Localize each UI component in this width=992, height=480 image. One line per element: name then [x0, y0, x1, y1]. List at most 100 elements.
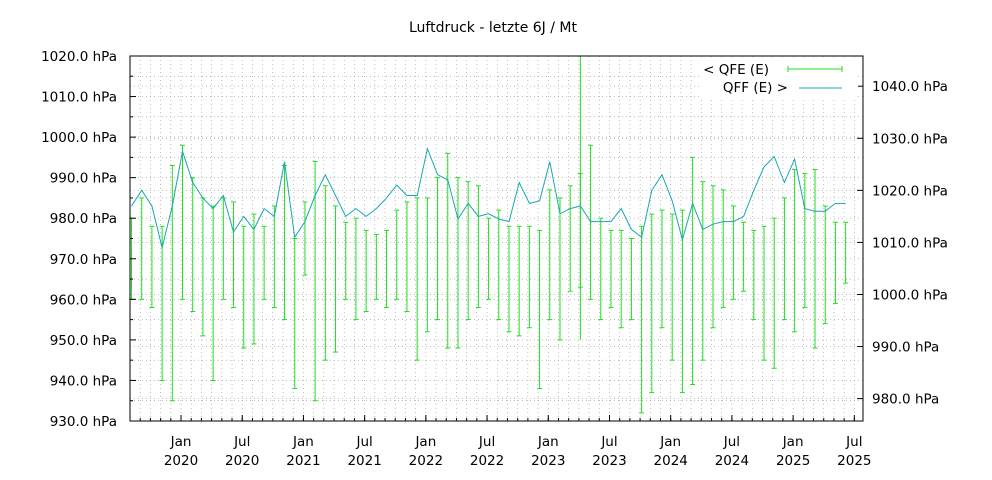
left-tick-label: 980.0 hPa	[50, 211, 117, 227]
x-tick-label-month: Jul	[723, 434, 740, 450]
left-tick-label: 990.0 hPa	[50, 171, 117, 187]
x-tick-label-year: 2025	[837, 453, 871, 469]
left-tick-label: 1020.0 hPa	[41, 49, 117, 65]
qfe-error-bar	[588, 144, 594, 300]
qfe-error-bar	[414, 197, 420, 361]
x-tick-label-year: 2024	[715, 453, 749, 469]
qfe-error-bar	[822, 205, 828, 325]
qfe-error-bar	[404, 201, 410, 312]
qfe-error-bar	[832, 221, 838, 304]
left-tick-label: 950.0 hPa	[50, 333, 117, 349]
qfe-error-bar	[200, 197, 206, 337]
qfe-error-bar	[465, 181, 471, 321]
qfe-error-bar	[669, 213, 675, 361]
qfe-error-bar	[180, 144, 186, 300]
qfe-error-bar	[628, 238, 634, 321]
qfe-error-bars	[129, 56, 849, 414]
qfe-error-bar	[802, 173, 808, 308]
x-tick-label-month: Jul	[600, 434, 617, 450]
qfe-error-bar	[261, 225, 267, 300]
x-axis-ticks: Jan 2020 Jul 2020 Jan 2021 Jul 2021 Jan 2022 Jul 20…	[129, 415, 872, 469]
x-tick-label-year: 2023	[592, 453, 626, 469]
right-tick-label: 1030.0 hPa	[872, 131, 948, 147]
x-tick-label-month: Jan	[659, 434, 681, 450]
x-tick-label-month: Jan	[782, 434, 804, 450]
x-tick-label-month: Jul	[355, 434, 372, 450]
qfe-error-bar	[761, 225, 767, 361]
qfe-error-bar	[475, 185, 481, 308]
qfe-error-bar	[557, 197, 563, 341]
qfe-error-bar	[679, 209, 685, 394]
x-tick-label-year: 2025	[776, 453, 810, 469]
qfe-error-bar	[343, 221, 349, 300]
right-tick-label: 980.0 hPa	[872, 392, 939, 408]
right-tick-label: 1000.0 hPa	[872, 287, 948, 303]
qfe-error-bar	[384, 229, 390, 308]
qff-series	[131, 146, 846, 248]
qfe-error-bar	[312, 160, 318, 402]
right-tick-label: 1020.0 hPa	[872, 183, 948, 199]
x-tick-label-year: 2021	[347, 453, 381, 469]
right-tick-label: 1040.0 hPa	[872, 79, 948, 95]
qfe-error-bar	[241, 225, 247, 349]
qfe-error-bar	[394, 209, 400, 300]
legend-qfe-label: < QFE (E)	[703, 62, 769, 78]
left-tick-label: 1000.0 hPa	[41, 130, 117, 146]
qfe-error-bar	[496, 209, 502, 321]
grid	[129, 55, 863, 422]
qfe-error-bar	[659, 209, 665, 329]
qfe-error-bar	[149, 225, 155, 308]
qfe-error-bar	[639, 225, 645, 414]
qfe-error-bar	[690, 156, 696, 385]
qfe-error-bar	[843, 221, 849, 284]
x-tick-label-year: 2023	[531, 453, 565, 469]
qfe-error-bar	[700, 181, 706, 361]
qfe-error-bar	[812, 169, 818, 349]
left-tick-label: 930.0 hPa	[50, 414, 117, 430]
qff-line	[131, 146, 846, 248]
x-tick-label-year: 2020	[225, 453, 259, 469]
qfe-error-bar	[771, 217, 777, 369]
qfe-error-bar	[424, 197, 430, 333]
left-tick-label: 970.0 hPa	[50, 252, 117, 268]
x-tick-label-year: 2020	[164, 453, 198, 469]
qfe-error-bar	[720, 189, 726, 308]
x-tick-label-month: Jan	[292, 434, 314, 450]
qfe-error-bar	[159, 225, 165, 381]
x-tick-label-month: Jul	[233, 434, 250, 450]
qfe-error-bar	[139, 197, 145, 300]
qfe-error-bar	[516, 225, 522, 337]
x-tick-label-month: Jan	[537, 434, 559, 450]
qfe-error-bar	[302, 201, 308, 276]
left-axis-ticks: 1020.0 hPa 1010.0 hPa 1000.0 hPa 990.0 hPa 9…	[41, 49, 136, 430]
qfe-error-bar	[322, 185, 328, 361]
qfe-error-bar	[618, 229, 624, 329]
plot-frame	[129, 55, 864, 422]
legend-background	[700, 60, 858, 98]
legend-qff-label: QFF (E) >	[723, 80, 788, 96]
qfe-error-bar	[292, 238, 298, 390]
x-tick-label-year: 2022	[409, 453, 443, 469]
qfe-error-bar	[333, 205, 339, 353]
legend: < QFE (E) QFF (E) >	[700, 60, 858, 98]
right-tick-label: 990.0 hPa	[872, 340, 939, 356]
qfe-error-bar	[435, 177, 441, 321]
qfe-error-bar	[649, 213, 655, 394]
qfe-error-bar	[455, 177, 461, 349]
x-tick-label-month: Jul	[845, 434, 862, 450]
x-tick-label-year: 2021	[286, 453, 320, 469]
qfe-error-bar	[363, 229, 369, 312]
qfe-error-bar	[608, 229, 614, 308]
x-tick-label-year: 2022	[470, 453, 504, 469]
qfe-error-bar	[751, 229, 757, 321]
qfe-error-bar	[598, 217, 604, 321]
qfe-error-bar	[445, 152, 451, 349]
left-tick-label: 1010.0 hPa	[41, 90, 117, 106]
left-tick-label: 960.0 hPa	[50, 292, 117, 308]
x-tick-label-year: 2024	[654, 453, 688, 469]
left-tick-label: 940.0 hPa	[50, 373, 117, 389]
qfe-error-bar	[781, 197, 787, 321]
qfe-error-bar	[537, 229, 543, 390]
qfe-error-bar	[251, 213, 257, 345]
